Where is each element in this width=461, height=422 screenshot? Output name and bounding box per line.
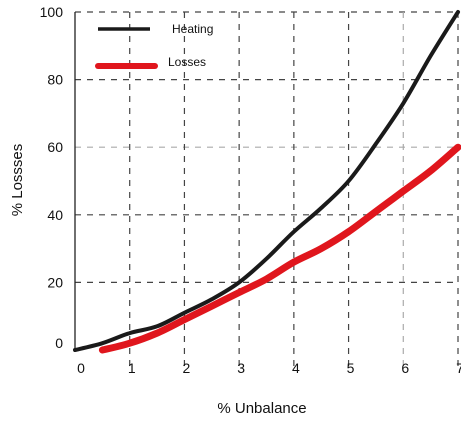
x-tick-label: 3 bbox=[237, 360, 245, 376]
y-tick-label: 80 bbox=[47, 72, 63, 88]
series-lines bbox=[73, 10, 461, 354]
legend-label-heating: Heating bbox=[172, 22, 213, 36]
x-tick-label: 1 bbox=[128, 360, 136, 376]
x-tick-label: 0 bbox=[77, 360, 85, 376]
series-line-losses bbox=[98, 143, 461, 354]
y-tick-label: 100 bbox=[40, 4, 64, 20]
tick-labels: 0 20 40 60 80 100 0 1 2 3 4 5 6 7 bbox=[40, 4, 461, 376]
y-tick-label: 60 bbox=[47, 139, 63, 155]
x-axis-title: % Unbalance bbox=[217, 400, 306, 417]
legend-label-losses: Losses bbox=[168, 55, 206, 69]
legend: Heating Losses bbox=[95, 22, 213, 69]
y-tick-label: 20 bbox=[47, 274, 63, 290]
x-tick-label: 7 bbox=[456, 360, 461, 376]
x-tick-label: 5 bbox=[347, 360, 355, 376]
x-tick-label: 4 bbox=[292, 360, 300, 376]
series-line-heating bbox=[73, 10, 460, 352]
grid bbox=[74, 11, 459, 372]
y-tick-label: 40 bbox=[47, 207, 63, 223]
x-tick-label: 2 bbox=[183, 360, 191, 376]
y-axis-title: % Lossses bbox=[9, 144, 26, 217]
x-tick-label: 6 bbox=[401, 360, 409, 376]
y-tick-label: 0 bbox=[55, 335, 63, 351]
